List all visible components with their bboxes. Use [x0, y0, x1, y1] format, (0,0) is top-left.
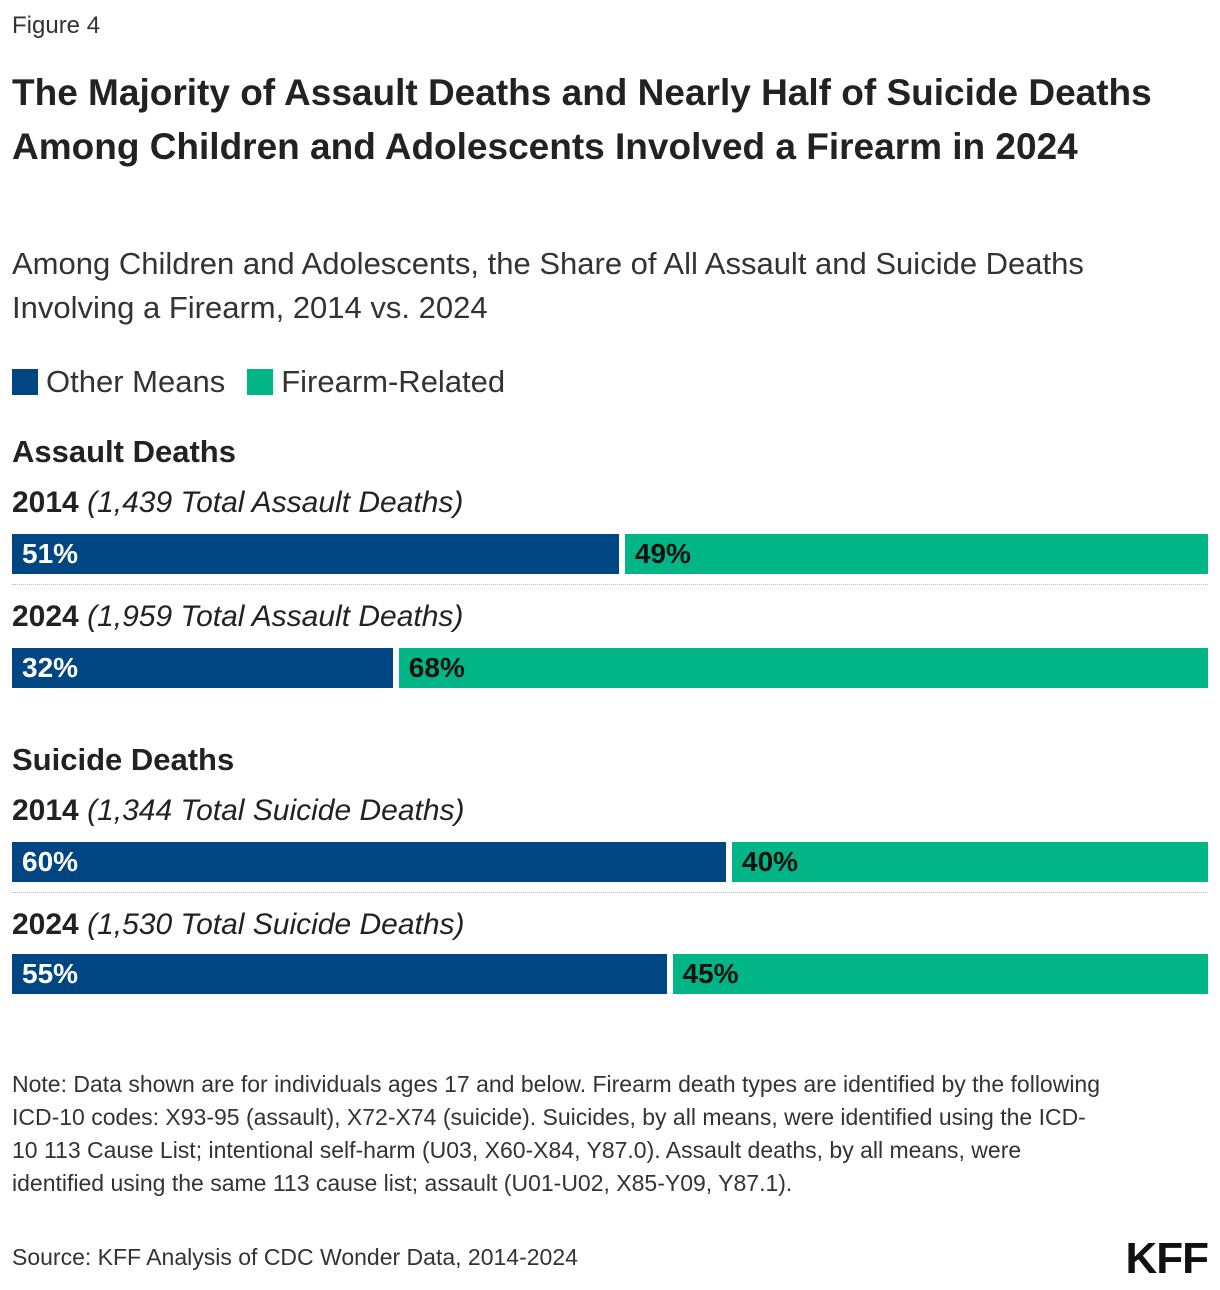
row-year: 2014 — [12, 794, 79, 827]
assault-deaths-2014-bar: 51% 49% — [12, 534, 1208, 574]
bar-segment-other-means: 60% — [12, 842, 726, 882]
bar-segment-other-means: 32% — [12, 648, 393, 688]
chart-source: Source: KFF Analysis of CDC Wonder Data,… — [12, 1244, 578, 1270]
row-total: (1,959 Total Assault Deaths) — [87, 600, 464, 633]
row-year: 2024 — [12, 908, 79, 941]
row-total: (1,530 Total Suicide Deaths) — [87, 908, 465, 941]
suicide-deaths-2024-bar: 55% 45% — [12, 954, 1208, 994]
legend-label-firearm-related: Firearm-Related — [281, 364, 506, 399]
assault-deaths-group-title: Assault Deaths — [12, 434, 236, 469]
kff-logo: KFF — [1125, 1234, 1209, 1283]
suicide-deaths-2014-bar: 60% 40% — [12, 842, 1208, 882]
data-label-other-means: 55% — [22, 958, 79, 989]
row-divider — [12, 892, 1208, 893]
data-label-other-means: 32% — [22, 652, 79, 683]
assault-deaths-2014-row-label: 2014 (1,439 Total Assault Deaths) — [12, 486, 463, 520]
row-total: (1,344 Total Suicide Deaths) — [87, 794, 465, 827]
legend: Other Means Firearm-Related — [12, 362, 527, 402]
data-label-firearm-related: 45% — [682, 958, 739, 989]
row-total: (1,439 Total Assault Deaths) — [87, 486, 464, 519]
row-year: 2014 — [12, 486, 79, 519]
figure-label: Figure 4 — [12, 12, 101, 39]
legend-swatch-firearm-related — [247, 369, 274, 395]
suicide-deaths-2014-row-label: 2014 (1,344 Total Suicide Deaths) — [12, 794, 465, 828]
suicide-deaths-group-title: Suicide Deaths — [12, 742, 235, 777]
data-label-firearm-related: 68% — [408, 652, 465, 683]
data-label-firearm-related: 49% — [634, 538, 691, 569]
chart-subtitle: Among Children and Adolescents, the Shar… — [12, 246, 1084, 325]
bar-segment-other-means: 51% — [12, 534, 619, 574]
legend-item-firearm-related: Firearm-Related — [247, 364, 505, 400]
data-label-other-means: 51% — [22, 538, 79, 569]
legend-swatch-other-means — [12, 369, 38, 395]
suicide-deaths-2024-row-label: 2024 (1,530 Total Suicide Deaths) — [12, 908, 465, 942]
data-label-firearm-related: 40% — [742, 846, 799, 877]
bar-segment-firearm-related: 45% — [672, 954, 1208, 994]
chart-title: The Majority of Assault Deaths and Nearl… — [12, 72, 1152, 167]
row-year: 2024 — [12, 600, 79, 633]
chart-note: Note: Data shown are for individuals age… — [12, 1071, 1101, 1196]
bar-segment-firearm-related: 40% — [732, 842, 1208, 882]
bar-segment-other-means: 55% — [12, 954, 667, 994]
assault-deaths-2024-bar: 32% 68% — [12, 648, 1208, 688]
legend-label-other-means: Other Means — [46, 364, 226, 399]
assault-deaths-2024-row-label: 2024 (1,959 Total Assault Deaths) — [12, 600, 463, 634]
legend-item-other-means: Other Means — [12, 364, 225, 400]
bar-segment-firearm-related: 68% — [398, 648, 1208, 688]
data-label-other-means: 60% — [22, 846, 79, 877]
row-divider — [12, 584, 1208, 585]
bar-segment-firearm-related: 49% — [624, 534, 1208, 574]
